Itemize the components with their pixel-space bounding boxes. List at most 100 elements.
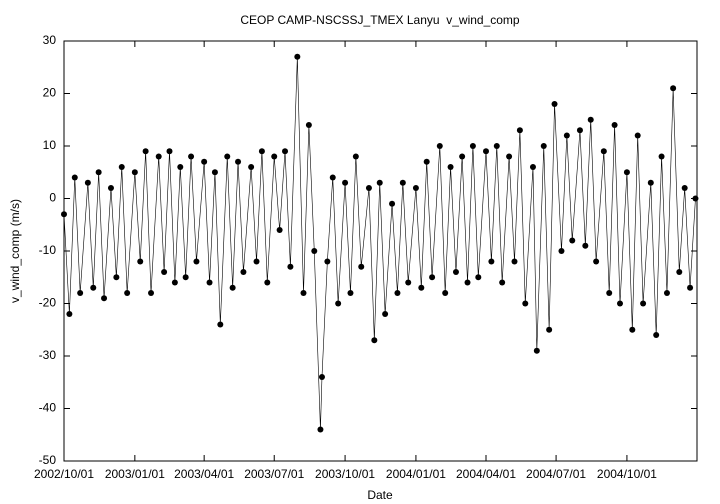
data-point [493,143,500,149]
data-point [294,53,301,60]
data-point [240,269,247,275]
data-point [488,258,495,265]
data-point [475,274,482,281]
data-point [113,274,120,281]
y-tick-label: -40 [39,401,57,415]
data-point [382,311,389,317]
chart-title: CEOP CAMP-NSCSSJ_TMEX Lanyu v_wind_comp [240,13,520,27]
data-point [611,122,618,128]
data-point [182,274,189,281]
data-point [634,132,641,139]
data-point [229,284,236,291]
plot-frame [63,40,698,462]
data-point [155,153,162,160]
data-point [166,148,173,155]
data-point [253,258,260,265]
data-point [563,132,570,139]
data-point [101,295,108,302]
data-point [84,179,91,186]
data-point [623,169,630,176]
y-tick-label: -50 [39,453,57,467]
data-point [352,153,359,160]
data-point [161,269,168,275]
data-point [452,269,459,275]
y-axis-label: v_wind_comp (m/s) [8,199,22,303]
data-point [593,258,600,265]
data-point [305,122,312,128]
data-point [647,179,654,186]
data-point [311,248,318,254]
data-point [540,143,547,149]
data-point [442,290,449,296]
x-tick-label: 2004/07/01 [526,467,586,481]
data-point [107,185,114,191]
x-tick-label: 2003/04/01 [174,467,234,481]
data-point [193,258,200,265]
data-point [551,101,558,107]
data-point [587,116,594,123]
data-point [201,158,208,165]
data-point [137,258,144,265]
data-point [447,164,454,170]
series-line [63,56,696,430]
y-tick-label: -10 [39,243,57,257]
data-point [533,347,540,354]
data-point [483,148,489,155]
data-point [211,169,218,176]
data-point [394,290,401,296]
data-point [676,269,683,275]
data-point [469,143,476,149]
data-point [258,148,265,155]
data-point [95,169,102,176]
data-point [376,179,383,186]
y-tick-label: 0 [49,191,56,205]
data-point [342,179,349,186]
data-point [436,143,443,149]
y-tick-label: -20 [39,296,57,310]
data-point [317,426,324,433]
data-point [206,279,213,286]
x-tick-label: 2002/10/01 [34,467,94,481]
data-point [687,284,694,291]
x-tick-label: 2003/10/01 [315,467,375,481]
data-point [282,148,289,155]
data-point [276,227,283,233]
data-point [681,185,688,191]
data-point [511,258,518,265]
data-point [335,300,342,307]
data-point [217,321,224,328]
data-point [558,248,565,254]
data-point [399,179,406,186]
data-point [148,290,155,296]
data-point [600,148,607,155]
x-tick-label: 2003/01/01 [105,467,165,481]
data-point [358,263,365,270]
x-tick-label: 2004/10/01 [597,467,657,481]
data-point [529,164,536,170]
data-point [248,164,255,170]
data-point [347,290,354,296]
data-point [61,211,67,218]
data-point [177,164,184,170]
y-tick-label: 10 [43,138,57,152]
data-point [464,279,471,286]
data-point [365,185,372,191]
data-point [90,284,97,291]
x-tick-label: 2003/07/01 [244,467,304,481]
data-point [418,284,425,291]
data-point [287,263,294,270]
data-point [569,237,576,244]
data-point [389,200,396,207]
x-tick-label: 2004/01/01 [386,467,446,481]
data-point [224,153,231,160]
data-point [412,185,419,191]
data-point [131,169,138,176]
data-point [324,258,331,265]
data-point [66,311,73,317]
data-point [606,290,613,296]
data-point [616,300,623,307]
data-point [516,127,523,134]
data-point [522,300,529,307]
data-point [118,164,125,170]
data-point [271,153,278,160]
